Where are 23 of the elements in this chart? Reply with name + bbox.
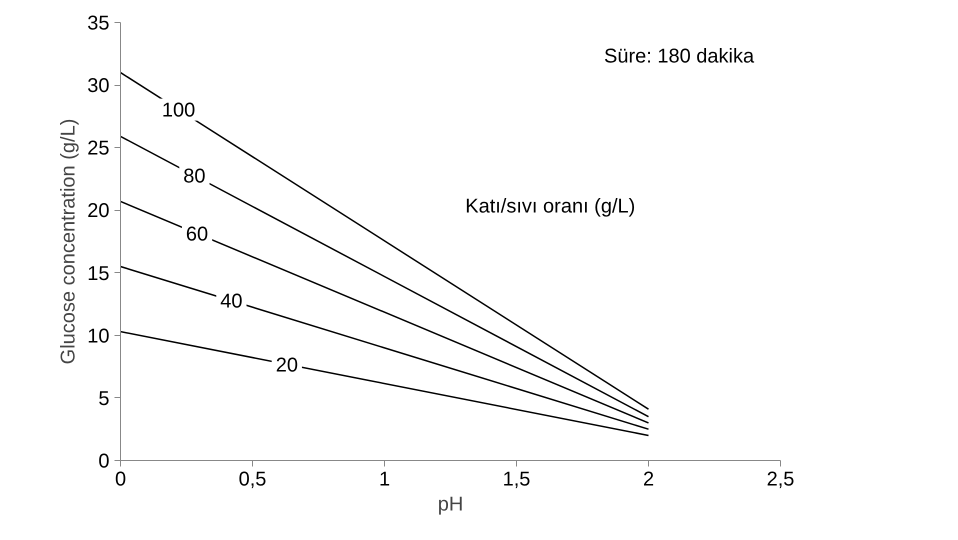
series-label: 60 — [186, 224, 208, 246]
y-tick-label: 0 — [98, 450, 110, 472]
y-tick-label: 35 — [87, 12, 110, 34]
x-axis-title: pH — [438, 494, 464, 516]
annotation: Süre: 180 dakika — [604, 45, 755, 68]
series-label: 80 — [183, 166, 206, 188]
series-label: 20 — [276, 354, 298, 376]
x-tick-label: 2,5 — [766, 468, 794, 490]
x-tick-label: 0 — [114, 468, 126, 490]
y-axis-title: Glucose concentration (g/L) — [57, 118, 80, 364]
y-tick-label: 15 — [87, 262, 110, 285]
annotation: Katı/sıvı oranı (g/L) — [465, 195, 636, 218]
y-tick-label: 20 — [87, 200, 110, 222]
series-label: 100 — [162, 100, 196, 122]
x-tick-label: 1,5 — [502, 468, 530, 490]
y-tick-label: 30 — [87, 75, 110, 98]
x-tick-label: 0,5 — [238, 468, 266, 490]
y-tick-label: 5 — [98, 388, 110, 410]
y-tick-label: 25 — [87, 138, 110, 160]
x-tick-label: 1 — [378, 468, 390, 490]
y-tick-label: 10 — [87, 325, 110, 348]
series-label: 40 — [220, 290, 243, 313]
x-tick-label: 2 — [642, 468, 654, 490]
